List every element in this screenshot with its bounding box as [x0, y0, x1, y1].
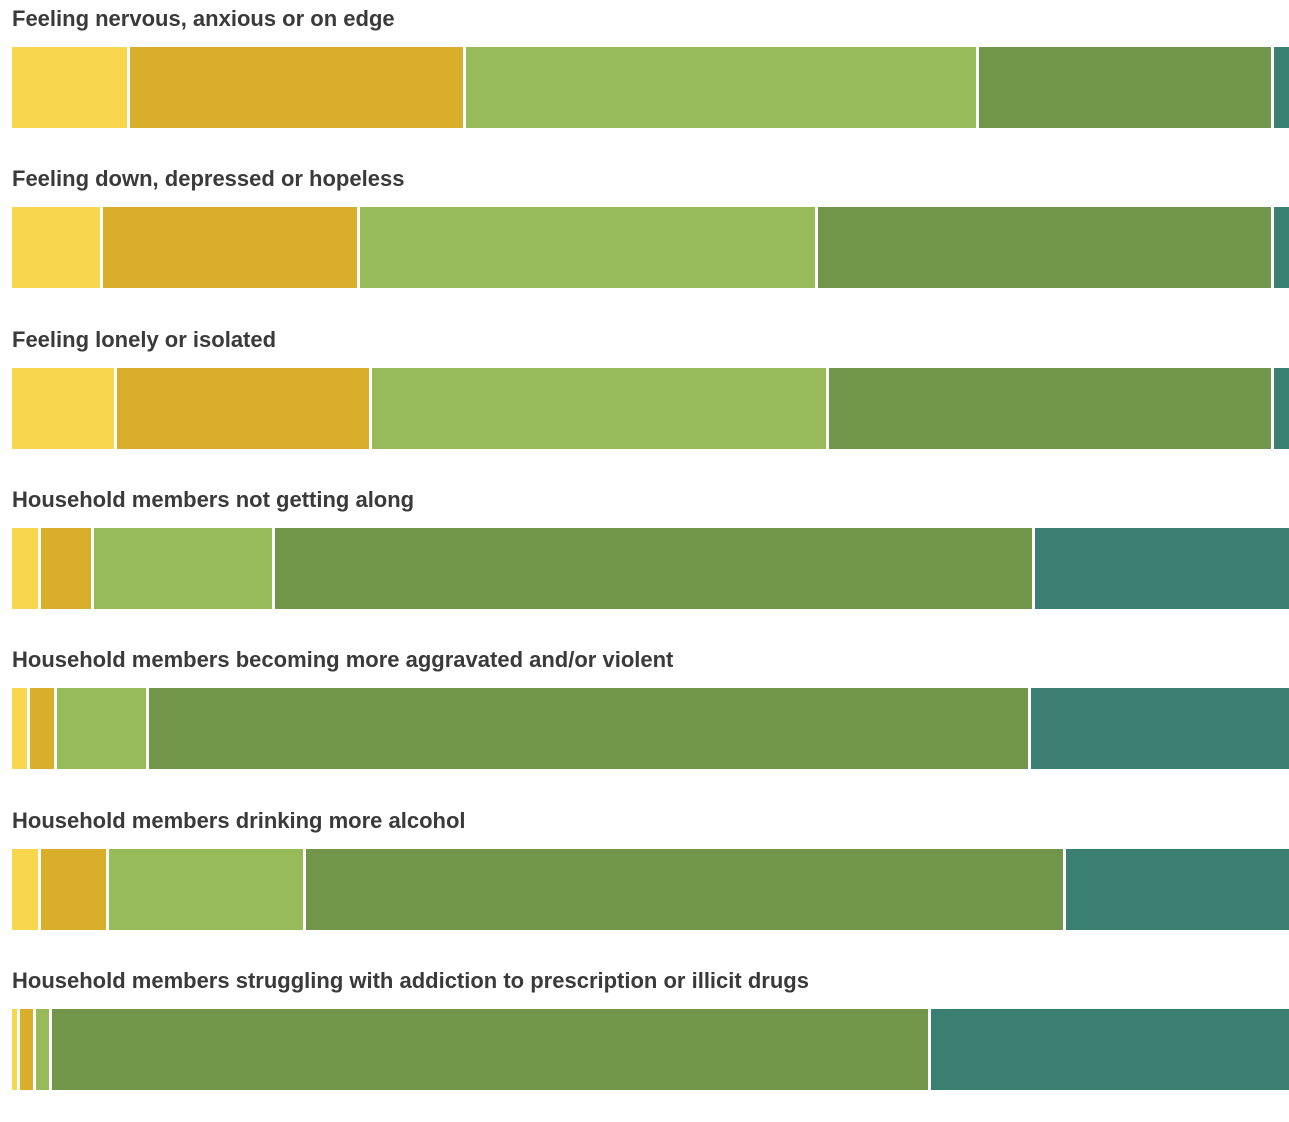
- bar-segment: [829, 367, 1271, 449]
- bar-segment: [1274, 207, 1289, 289]
- bar-segment: [41, 848, 106, 930]
- bar-segment: [12, 207, 100, 289]
- bar-segment: [130, 47, 463, 128]
- bar-segment: [12, 1008, 17, 1090]
- stacked-bar: [12, 527, 1289, 609]
- bar-segment: [12, 367, 114, 449]
- category-label: Feeling down, depressed or hopeless: [12, 166, 405, 192]
- category-label: Feeling nervous, anxious or on edge: [12, 6, 395, 31]
- category-label: Household members not getting along: [12, 486, 415, 512]
- bar-segment: [1066, 848, 1289, 930]
- stacked-bar: [12, 688, 1289, 770]
- bar-segment: [931, 1008, 1289, 1090]
- bar-segment: [149, 688, 1028, 770]
- category-label: Feeling lonely or isolated: [12, 326, 277, 352]
- chart-row: Household members becoming more aggravat…: [12, 641, 1289, 801]
- chart-row: Feeling nervous, anxious or on edge: [12, 0, 1289, 160]
- chart-row: Feeling lonely or isolated: [12, 321, 1289, 481]
- chart-row: Household members not getting along: [12, 481, 1289, 641]
- bar-segment: [30, 688, 54, 770]
- category-label: Household members struggling with addict…: [12, 967, 809, 993]
- bar-segment: [103, 207, 357, 289]
- stacked-bar: [12, 848, 1289, 930]
- category-label: Household members becoming more aggravat…: [12, 647, 674, 673]
- bar-segment: [57, 688, 146, 770]
- bar-segment: [1035, 527, 1289, 609]
- bar-segment: [466, 47, 976, 128]
- bar-segment: [306, 848, 1063, 930]
- chart-row: Feeling down, depressed or hopeless: [12, 160, 1289, 320]
- bar-segment: [372, 367, 826, 449]
- bar-segment: [20, 1008, 33, 1090]
- bar-segment: [12, 47, 127, 128]
- stacked-bar-chart: Feeling nervous, anxious or on edge Feeli…: [12, 0, 1289, 1090]
- bar-segment: [1031, 688, 1289, 770]
- stacked-bar: [12, 207, 1289, 289]
- bar-segment: [94, 527, 272, 609]
- chart-row: Household members struggling with addict…: [12, 962, 1289, 1122]
- stacked-bar: [12, 367, 1289, 449]
- bar-segment: [1274, 47, 1289, 128]
- bar-segment: [979, 47, 1271, 128]
- bar-segment: [818, 207, 1271, 289]
- bar-segment: [52, 1008, 928, 1090]
- bar-segment: [12, 527, 38, 609]
- category-label: Household members drinking more alcohol: [12, 807, 466, 833]
- stacked-bar: [12, 1008, 1289, 1090]
- bar-segment: [360, 207, 815, 289]
- bar-segment: [41, 527, 91, 609]
- bar-segment: [275, 527, 1032, 609]
- bar-segment: [1274, 367, 1289, 449]
- chart-row: Household members drinking more alcohol: [12, 802, 1289, 962]
- bar-segment: [12, 688, 27, 770]
- bar-segment: [36, 1008, 49, 1090]
- stacked-bar: [12, 47, 1289, 128]
- bar-segment: [117, 367, 369, 449]
- bar-segment: [109, 848, 303, 930]
- bar-segment: [12, 848, 38, 930]
